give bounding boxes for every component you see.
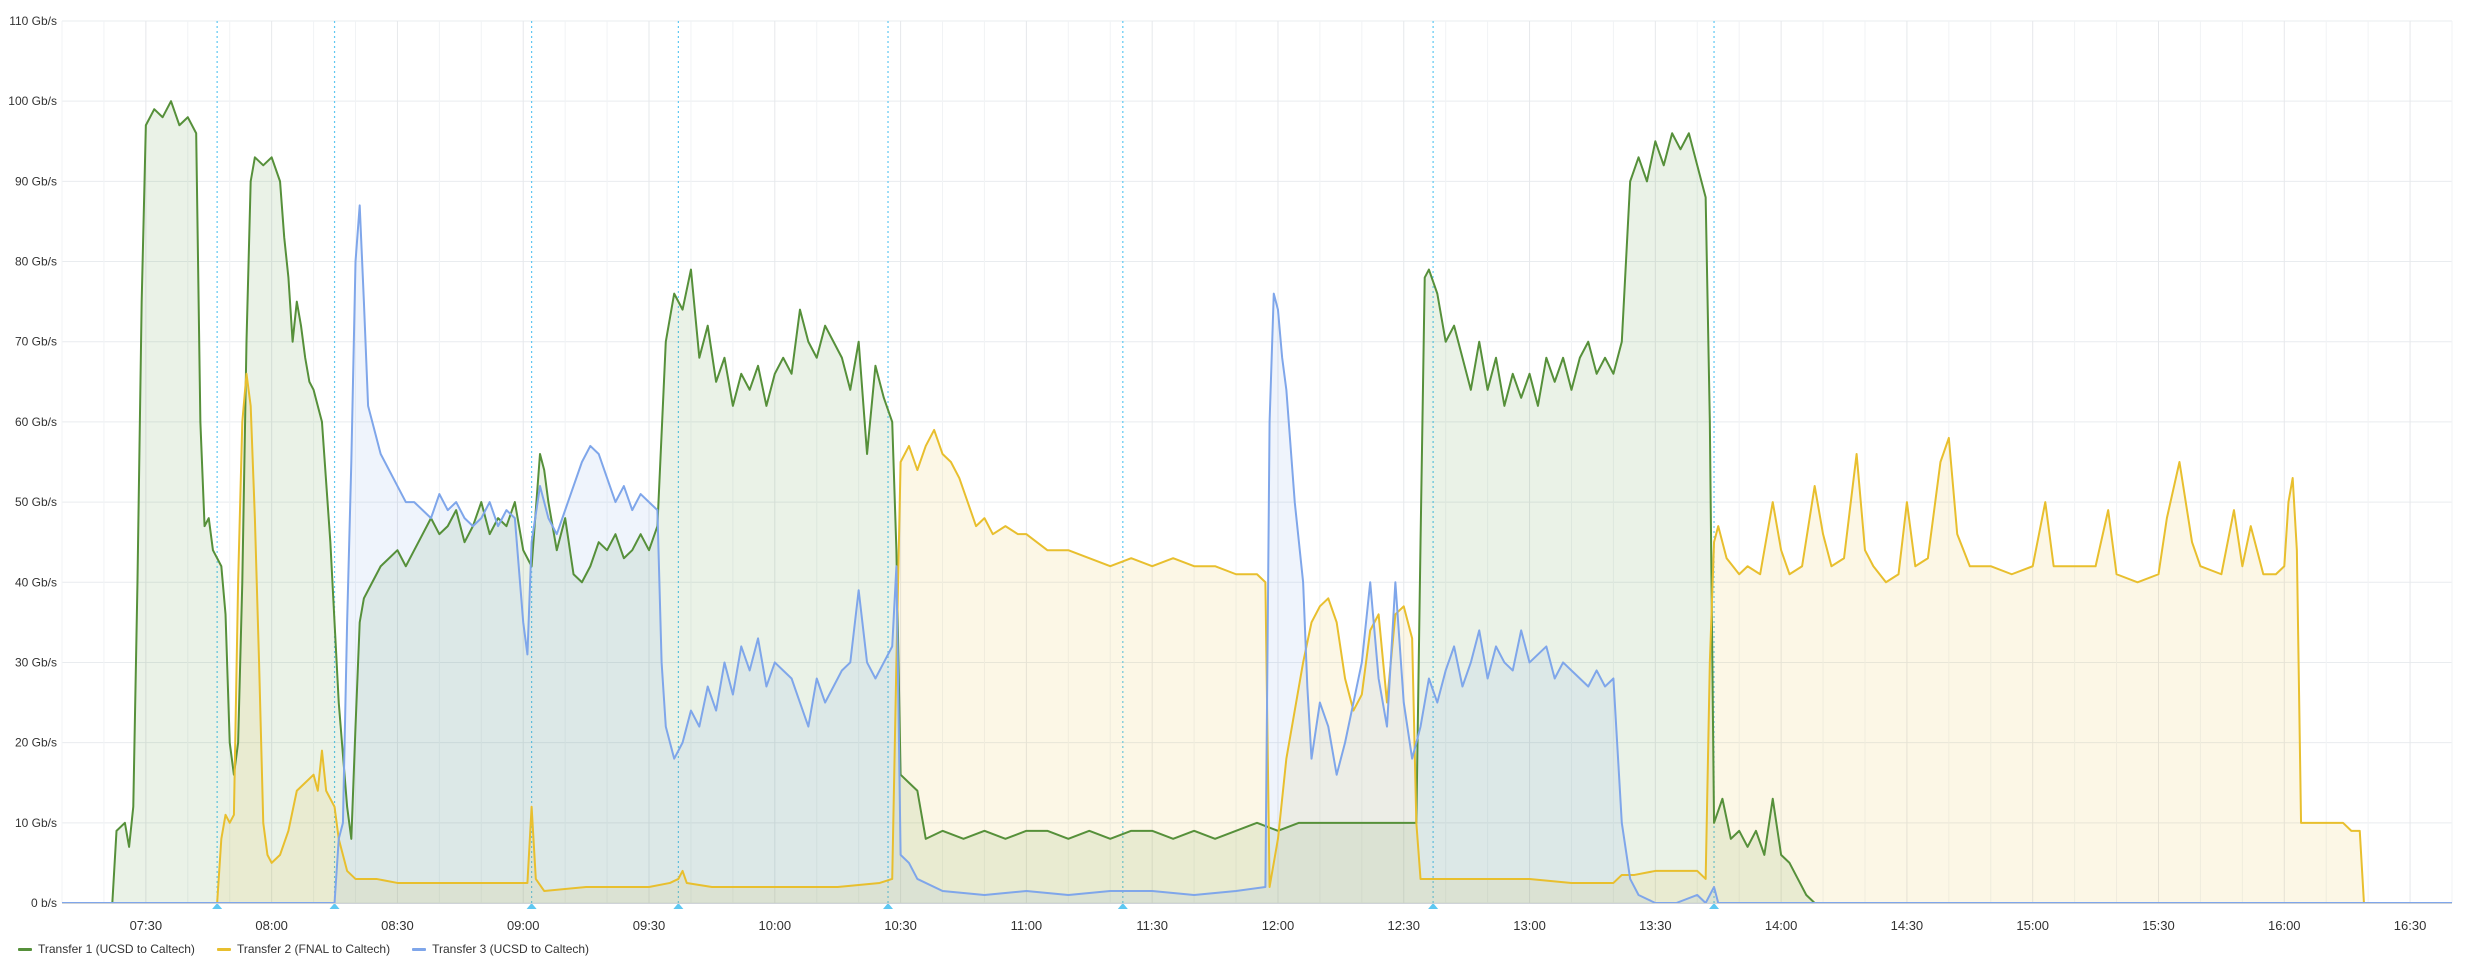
y-tick-label: 0 b/s: [31, 896, 57, 910]
legend-swatch: [412, 947, 427, 951]
x-tick-label: 14:30: [1891, 918, 1924, 933]
x-tick-label: 13:00: [1513, 918, 1546, 933]
series-area-2: [62, 373, 2452, 903]
y-tick-label: 90 Gb/s: [15, 174, 57, 188]
annotation-marker[interactable]: [1117, 903, 1128, 909]
annotation-marker[interactable]: [1709, 903, 1720, 909]
x-tick-label: 11:00: [1011, 918, 1043, 933]
y-tick-label: 110 Gb/s: [9, 14, 57, 28]
x-tick-label: 09:00: [507, 918, 540, 933]
annotation-marker[interactable]: [883, 903, 894, 909]
chart-axes: 0 b/s 10 Gb/s 20 Gb/s 30 Gb/s 40 Gb/s 50 Gb/s…: [8, 14, 2452, 933]
legend-swatch: [216, 947, 231, 951]
annotation-marker[interactable]: [329, 903, 340, 909]
y-tick-label: 80 Gb/s: [15, 255, 57, 269]
y-tick-label: 10 Gb/s: [15, 816, 57, 830]
annotation-marker[interactable]: [212, 903, 223, 909]
x-tick-label: 08:30: [381, 918, 414, 933]
y-tick-label: 60 Gb/s: [15, 415, 57, 429]
y-tick-label: 70 Gb/s: [15, 335, 57, 349]
series-area-3: [62, 205, 2452, 904]
x-tick-label: 10:30: [884, 918, 917, 933]
x-tick-label: 07:30: [130, 918, 163, 933]
series-area-1: [62, 101, 2452, 904]
x-tick-label: 16:00: [2268, 918, 2301, 933]
x-tick-label: 15:00: [2016, 918, 2049, 933]
legend-label: Transfer 2 (FNAL to Caltech): [236, 942, 391, 956]
annotation-marker[interactable]: [526, 903, 537, 909]
y-tick-label: 50 Gb/s: [15, 495, 57, 509]
legend-label: Transfer 1 (UCSD to Caltech): [38, 942, 195, 956]
legend-item-1[interactable]: Transfer 1 (UCSD to Caltech): [18, 942, 195, 956]
legend-swatch: [18, 947, 32, 951]
annotation-markers: [212, 21, 1720, 909]
chart-legend: Transfer 1 (UCSD to Caltech) Transfer 2 (…: [18, 942, 589, 956]
x-tick-label: 15:30: [2142, 918, 2175, 933]
series-line-3: [62, 204, 2452, 904]
series-plot-area: [62, 100, 2452, 904]
series-line-1: [62, 100, 2452, 904]
x-tick-label: 12:30: [1387, 918, 1420, 933]
x-tick-label: 16:30: [2394, 918, 2427, 933]
chart-grid: [61, 20, 2453, 904]
y-tick-label: 30 Gb/s: [15, 655, 57, 669]
x-tick-label: 11:30: [1136, 918, 1168, 933]
annotation-marker[interactable]: [1428, 903, 1439, 909]
y-tick-label: 20 Gb/s: [15, 736, 57, 750]
x-tick-label: 13:30: [1639, 918, 1672, 933]
x-tick-label: 12:00: [1262, 918, 1295, 933]
y-tick-label: 40 Gb/s: [15, 575, 57, 589]
x-tick-label: 10:00: [759, 918, 792, 933]
series-line-2: [62, 372, 2452, 904]
x-tick-label: 14:00: [1765, 918, 1798, 933]
legend-item-3[interactable]: Transfer 3 (UCSD to Caltech): [412, 942, 589, 956]
y-tick-label: 100 Gb/s: [8, 94, 57, 108]
legend-label: Transfer 3 (UCSD to Caltech): [432, 942, 590, 956]
legend-item-2[interactable]: Transfer 2 (FNAL to Caltech): [216, 942, 391, 956]
x-tick-label: 09:30: [633, 918, 666, 933]
annotation-marker[interactable]: [673, 903, 684, 909]
x-tick-label: 08:00: [255, 918, 288, 933]
